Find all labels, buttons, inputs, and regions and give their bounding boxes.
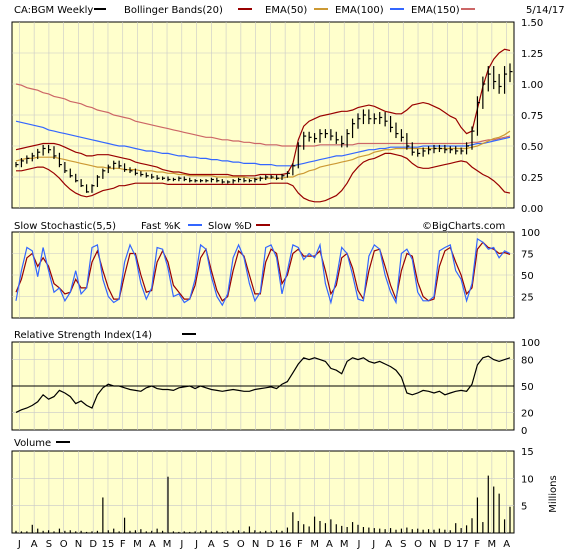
- stochastic-series: [15, 237, 511, 307]
- x-tick-label: D: [89, 539, 97, 550]
- y-tick-label: 1.25: [521, 49, 543, 60]
- x-tick-label: 15: [102, 539, 115, 550]
- x-tick-label: N: [252, 539, 259, 550]
- y-tick-label: 0.00: [521, 204, 543, 215]
- x-tick-label: J: [17, 539, 21, 550]
- y-tick-label: 1.00: [521, 80, 543, 91]
- volume-panel: Volume 15 10 5 Millions: [11, 438, 559, 534]
- rsi-panel: Relative Strength Index(14) 100 80 50 20 0: [11, 330, 540, 437]
- stochastic-legend-slow-d: Slow %D: [208, 221, 252, 232]
- x-tick-label: 17: [456, 539, 469, 550]
- x-tick-label: A: [31, 539, 38, 550]
- y-tick-label: 5: [521, 502, 527, 513]
- rsi-line: [15, 355, 511, 413]
- x-tick-label: A: [208, 539, 215, 550]
- chart-header: CA:BGM Weekly Bollinger Bands(20) EMA(50…: [14, 5, 565, 16]
- volume-series: [15, 475, 511, 533]
- price-grid: [12, 22, 514, 208]
- x-tick-label: J: [194, 539, 198, 550]
- chart-date: 5/14/17: [526, 5, 565, 16]
- y-tick-label: 0: [521, 426, 527, 437]
- x-tick-label: M: [310, 539, 319, 550]
- rsi-series: [12, 355, 514, 413]
- stochastic-panel: Slow Stochastic(5,5) Fast %K Slow %D ©Bi…: [11, 221, 540, 319]
- x-tick-label: N: [75, 539, 82, 550]
- y-tick-label: 20: [521, 408, 534, 419]
- x-tick-label: O: [414, 539, 422, 550]
- x-tick-label: M: [133, 539, 142, 550]
- x-tick-label: J: [356, 539, 360, 550]
- ema100-line: [15, 120, 511, 167]
- watermark: ©BigCharts.com: [422, 221, 505, 232]
- x-tick-label: J: [371, 539, 375, 550]
- x-tick-label: F: [120, 539, 126, 550]
- rsi-y-axis: 100 80 50 20 0: [521, 338, 540, 437]
- y-tick-label: 100: [521, 228, 540, 239]
- fast-k-line: [15, 237, 511, 307]
- price-series: [15, 48, 513, 203]
- x-tick-label: A: [385, 539, 392, 550]
- x-tick-label: N: [429, 539, 436, 550]
- x-tick-label: 16: [279, 539, 292, 550]
- y-tick-label: 0.25: [521, 173, 543, 184]
- y-tick-label: 50: [521, 382, 534, 393]
- legend-ema50: EMA(50): [265, 5, 307, 16]
- y-tick-label: 100: [521, 338, 540, 349]
- stochastic-title: Slow Stochastic(5,5): [14, 221, 116, 232]
- price-panel: 1.50 1.25 1.00 0.75 0.50 0.25 0.00: [11, 18, 543, 215]
- x-tick-label: D: [444, 539, 452, 550]
- x-tick-label: M: [340, 539, 349, 550]
- x-tick-label: A: [326, 539, 333, 550]
- volume-grid: [12, 451, 514, 533]
- rsi-title: Relative Strength Index(14): [14, 330, 152, 341]
- x-tick-label: F: [297, 539, 303, 550]
- y-tick-label: 75: [521, 250, 534, 261]
- bollinger-upper-line: [15, 48, 511, 177]
- x-tick-label: M: [488, 539, 497, 550]
- ema150-line: [15, 83, 511, 147]
- price-y-axis: 1.50 1.25 1.00 0.75 0.50 0.25 0.00: [521, 18, 543, 215]
- x-tick-label: S: [400, 539, 406, 550]
- volume-title: Volume: [14, 438, 51, 449]
- x-tick-label: D: [267, 539, 275, 550]
- volume-y-axis: 15 10 5: [521, 447, 534, 513]
- symbol-label: CA:BGM Weekly: [14, 5, 93, 16]
- stochastic-y-axis: 100 75 50 25: [521, 228, 540, 304]
- x-tick-label: A: [149, 539, 156, 550]
- y-tick-label: 1.50: [521, 18, 543, 29]
- y-tick-label: 10: [521, 474, 534, 485]
- x-tick-label: S: [46, 539, 52, 550]
- y-tick-label: 0.75: [521, 111, 543, 122]
- volume-units-label: Millions: [548, 475, 559, 512]
- legend-bollinger: Bollinger Bands(20): [124, 5, 223, 16]
- volume-plot-area: [11, 450, 515, 534]
- legend-ema150: EMA(150): [411, 5, 460, 16]
- x-tick-label: J: [179, 539, 183, 550]
- legend-ema100: EMA(100): [335, 5, 384, 16]
- x-tick-label: O: [60, 539, 68, 550]
- y-tick-label: 15: [521, 447, 534, 458]
- x-tick-label: F: [474, 539, 480, 550]
- y-tick-label: 0.50: [521, 142, 543, 153]
- ema50-line: [15, 130, 511, 179]
- y-tick-label: 80: [521, 356, 534, 367]
- y-tick-label: 50: [521, 271, 534, 282]
- y-tick-label: 25: [521, 293, 534, 304]
- bollinger-lower-line: [16, 152, 511, 203]
- x-axis: J A S O N D 15 F M A M J J A S O N D 16 F M A M J J A S O N D 17 F M A: [17, 539, 510, 550]
- x-tick-label: S: [223, 539, 229, 550]
- x-tick-label: A: [503, 539, 510, 550]
- x-tick-label: M: [163, 539, 172, 550]
- x-tick-label: O: [237, 539, 245, 550]
- stochastic-legend-fast-k: Fast %K: [141, 221, 181, 232]
